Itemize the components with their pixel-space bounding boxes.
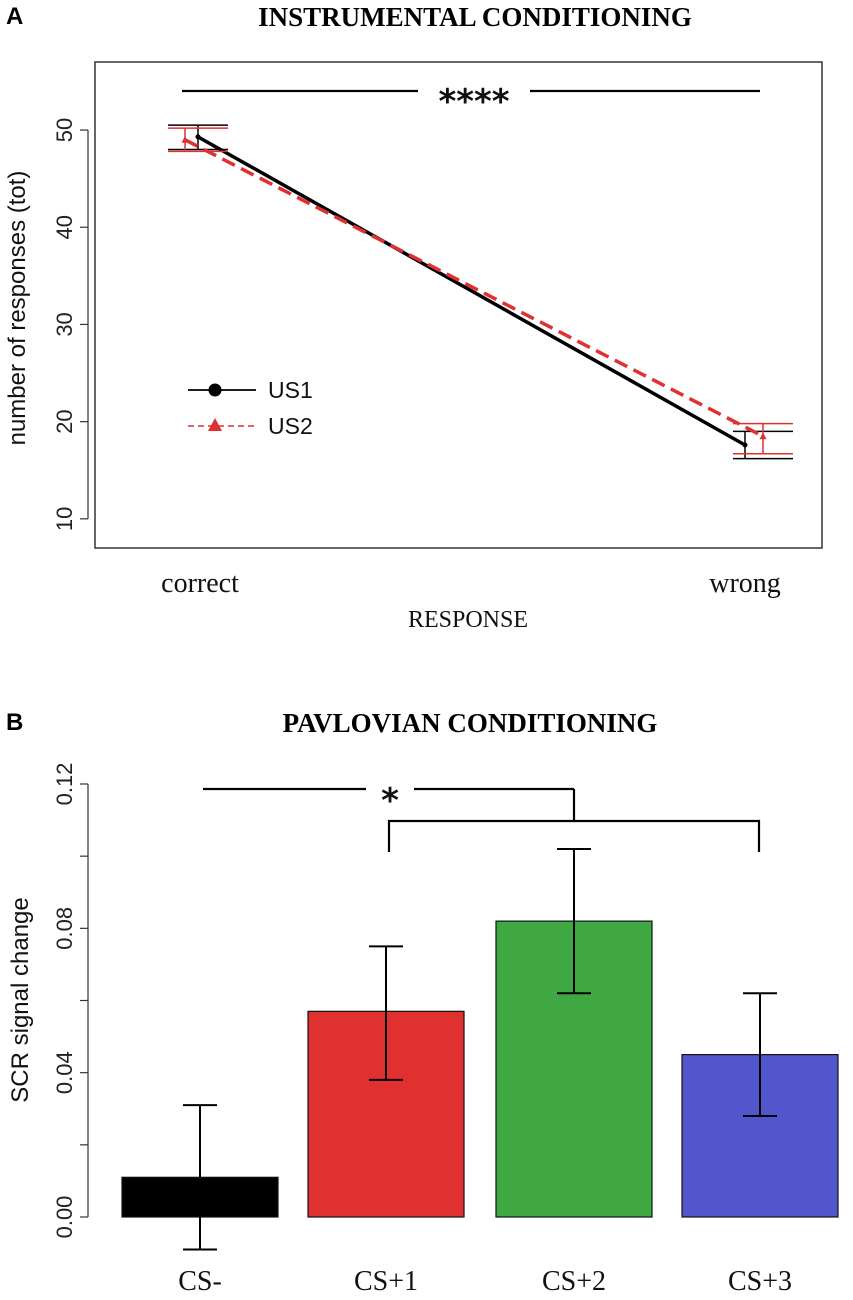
panel-a-x-label: RESPONSE: [408, 607, 528, 633]
panel-a-legend-label: US2: [268, 413, 313, 439]
panel-a-significance-label: ****: [438, 82, 509, 122]
panel-b-x-tick-label: CS+2: [542, 1266, 606, 1297]
panel-a-series-us2: [168, 127, 793, 455]
panel-a-series: [168, 124, 793, 460]
panel-a-series-line: [197, 135, 746, 447]
panel-b: B PAVLOVIAN CONDITIONING 0.00 0.04 0.08 0.1…: [6, 708, 839, 1297]
panel-b-x-tick-label: CS-: [178, 1266, 222, 1297]
panel-a-series-line: [184, 138, 764, 438]
panel-a-legend-marker: [208, 383, 222, 397]
panel-a-y-tick-label: 10: [52, 507, 77, 531]
panel-b-bracket-cs-plus: [387, 819, 761, 852]
panel-a: A INSTRUMENTAL CONDITIONING 10 20 30 40 50 n…: [4, 2, 823, 633]
panel-a-y-axis: 10 20 30 40 50: [52, 118, 89, 531]
panel-b-significance: *: [203, 781, 761, 852]
panel-a-x-tick-label: correct: [161, 568, 239, 599]
panel-b-y-axis: 0.00 0.04 0.08 0.12: [52, 763, 89, 1239]
panel-a-title: INSTRUMENTAL CONDITIONING: [258, 2, 692, 32]
panel-a-y-tick-label: 30: [52, 312, 77, 336]
panel-b-x-tick-label: CS+3: [728, 1266, 792, 1297]
panel-a-y-tick-label: 20: [52, 409, 77, 433]
panel-b-y-tick-label: 0.00: [52, 1196, 77, 1239]
panel-a-point-marker: [759, 432, 767, 440]
panel-a-plot-frame: [94, 61, 823, 549]
panel-b-significance-label: *: [381, 781, 399, 821]
panel-a-legend-label: US1: [268, 377, 313, 403]
panel-a-letter: A: [6, 3, 23, 30]
panel-a-x-axis: correct wrong: [161, 568, 781, 599]
panel-b-y-tick-label: 0.04: [52, 1051, 77, 1094]
panel-a-point-marker: [181, 135, 189, 143]
panel-b-letter: B: [6, 709, 23, 736]
panel-a-point-marker: [195, 134, 201, 140]
panel-a-y-tick-label: 40: [52, 215, 77, 239]
panel-b-y-tick-label: 0.08: [52, 907, 77, 950]
panel-a-y-tick-label: 50: [52, 118, 77, 142]
panel-b-bars: CS- CS+1 CS+2 CS+3: [121, 847, 839, 1297]
panel-b-y-label: SCR signal change: [7, 897, 34, 1102]
panel-a-series-us1: [168, 124, 793, 460]
panel-b-y-tick-label: 0.12: [52, 763, 77, 806]
panel-a-y-label: number of responses (tot): [4, 171, 31, 446]
panel-b-x-tick-label: CS+1: [354, 1266, 418, 1297]
panel-b-title: PAVLOVIAN CONDITIONING: [283, 708, 658, 738]
panel-a-point-marker: [742, 442, 748, 448]
panel-a-significance: ****: [182, 82, 760, 122]
panel-a-x-tick-label: wrong: [709, 568, 781, 599]
panel-a-legend-marker: [208, 418, 222, 431]
